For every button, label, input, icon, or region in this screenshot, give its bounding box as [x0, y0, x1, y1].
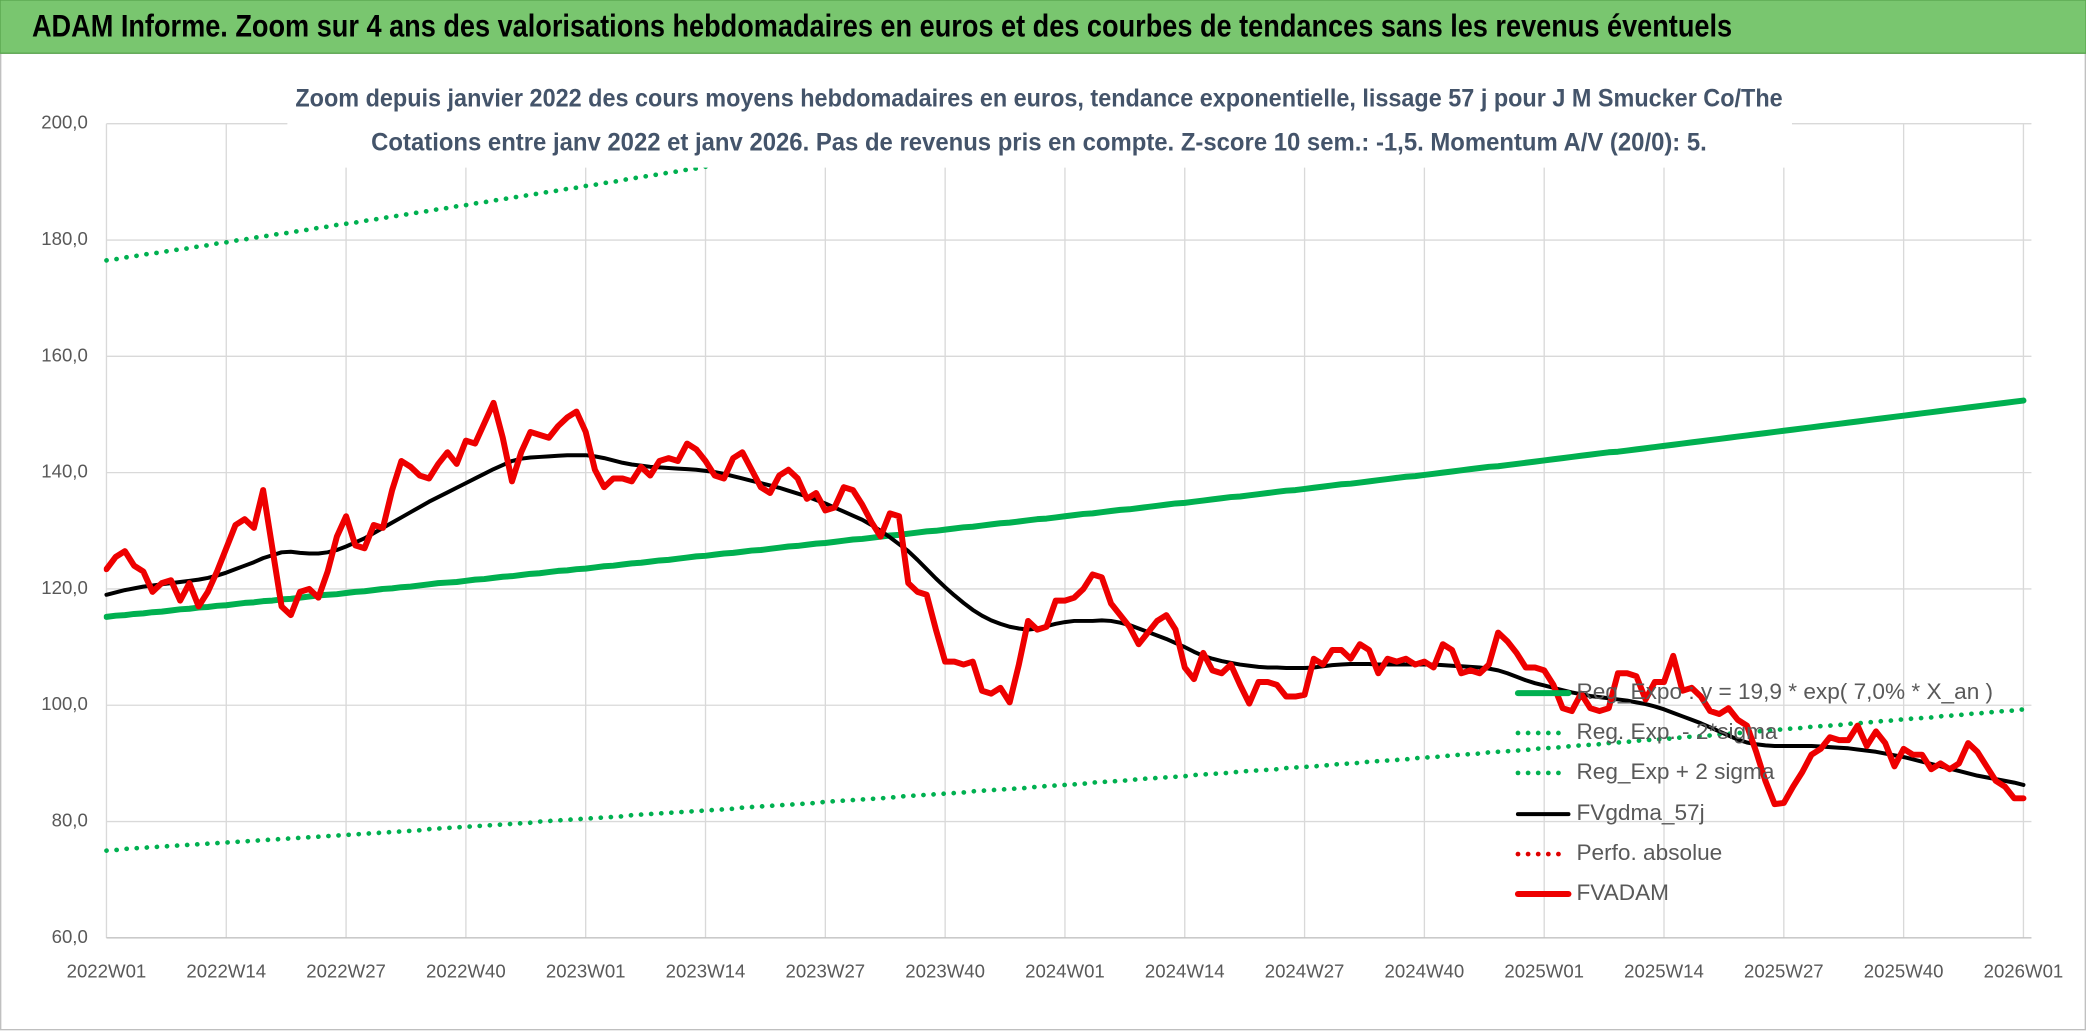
header-title: ADAM Informe. Zoom sur 4 ans des valoris…	[32, 7, 1732, 43]
y-tick-label: 200,0	[41, 112, 88, 133]
x-tick-label: 2025W01	[1504, 960, 1584, 981]
x-tick-label: 2024W27	[1265, 960, 1345, 981]
x-tick-label: 2022W01	[67, 960, 147, 981]
x-tick-label: 2024W01	[1025, 960, 1105, 981]
x-tick-label: 2022W27	[306, 960, 386, 981]
x-tick-label: 2022W40	[426, 960, 506, 981]
x-tick-label: 2025W14	[1624, 960, 1704, 981]
x-tick-label: 2026W01	[1984, 960, 2064, 981]
series-line	[104, 453, 2026, 787]
chart-title: Zoom depuis janvier 2022 des cours moyen…	[295, 84, 1782, 112]
header-bar	[0, 0, 2086, 54]
x-tick-label: 2023W14	[666, 960, 746, 981]
axis-labels: 60,0 80,0 100,0 120,0 140,0 160,0 180,0 200,0 20…	[41, 112, 2063, 982]
x-tick-label: 2022W14	[186, 960, 266, 981]
y-tick-label: 120,0	[41, 577, 88, 598]
legend-label: Reg_Exp + 2 sigma	[1576, 759, 1774, 784]
legend-label: Reg_Expo : y = 19,9 * exp( 7,0% * X_an )	[1576, 679, 1993, 704]
x-tick-label: 2023W01	[546, 960, 626, 981]
chart-title-box	[287, 77, 1792, 168]
legend-label: Reg. Exp. - 2*sigma	[1576, 719, 1777, 744]
legend: Reg_Expo : y = 19,9 * exp( 7,0% * X_an )…	[1514, 679, 1993, 905]
y-tick-label: 60,0	[52, 926, 88, 947]
x-tick-label: 2023W27	[785, 960, 865, 981]
series-line	[103, 397, 2027, 620]
y-tick-label: 180,0	[41, 228, 88, 249]
y-tick-label: 140,0	[41, 461, 88, 482]
x-tick-label: 2024W40	[1385, 960, 1465, 981]
legend-label: Perfo. absolue	[1576, 840, 1722, 865]
x-tick-label: 2023W40	[905, 960, 985, 981]
grid	[105, 123, 2032, 939]
series-layer	[103, 117, 2027, 853]
chart-frame	[0, 52, 2086, 1031]
series-line	[104, 706, 2026, 853]
series-line	[103, 399, 2027, 808]
legend-label: FVgdma_57j	[1576, 800, 1704, 825]
y-tick-label: 160,0	[41, 344, 88, 365]
x-tick-label: 2025W40	[1864, 960, 1944, 981]
series-line	[104, 117, 1015, 263]
y-tick-label: 80,0	[52, 809, 88, 830]
chart-subtitle: Cotations entre janv 2022 et janv 2026. …	[371, 128, 1707, 156]
x-tick-label: 2025W27	[1744, 960, 1824, 981]
x-tick-label: 2024W14	[1145, 960, 1225, 981]
legend-label: FVADAM	[1576, 880, 1669, 905]
y-tick-label: 100,0	[41, 693, 88, 714]
